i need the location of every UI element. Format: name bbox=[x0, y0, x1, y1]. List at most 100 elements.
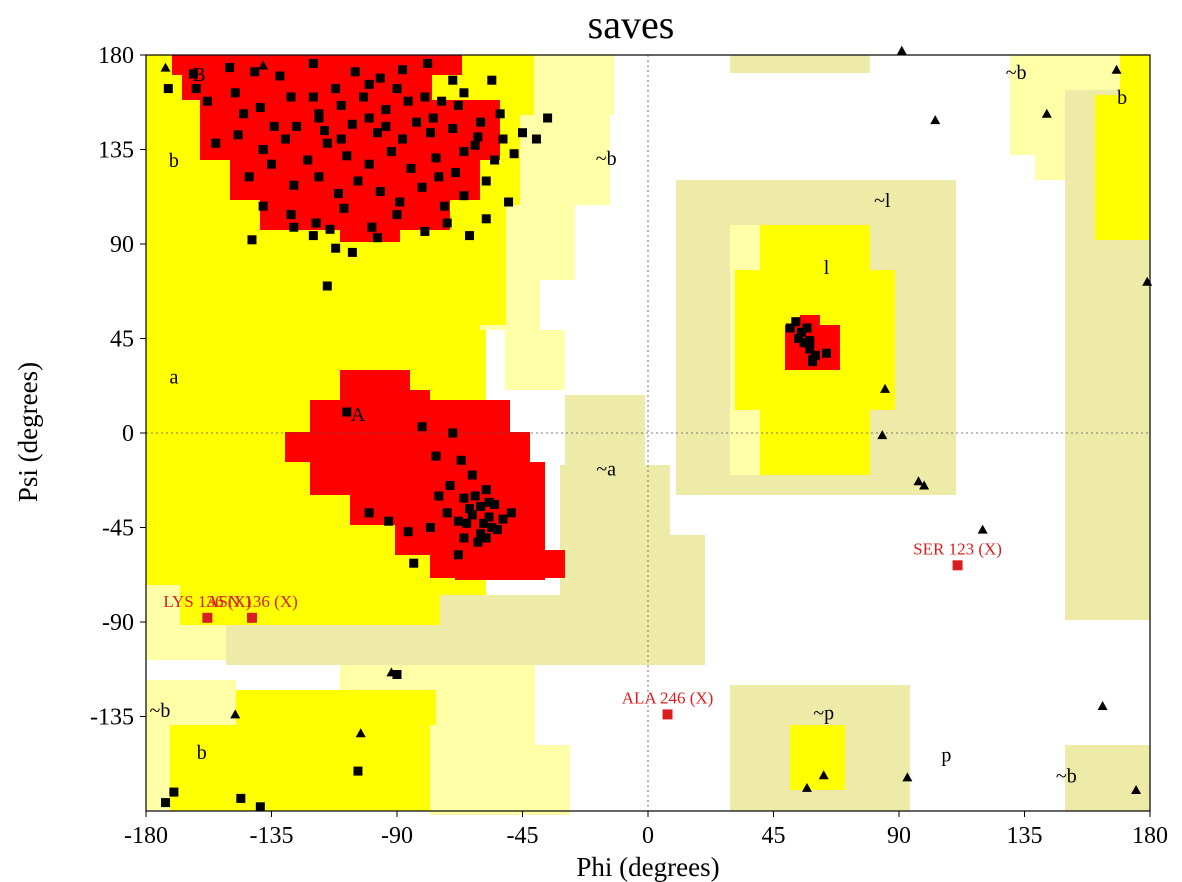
glycine-point bbox=[1142, 276, 1153, 286]
residue-point bbox=[225, 63, 235, 73]
residue-point bbox=[420, 226, 430, 236]
core-region bbox=[340, 230, 400, 242]
glycine-point bbox=[1111, 64, 1122, 74]
x-tick-label: 180 bbox=[1132, 823, 1168, 849]
glycine-point bbox=[880, 383, 891, 393]
allowed-region bbox=[180, 585, 440, 625]
region-block bbox=[430, 745, 570, 815]
glycine-point bbox=[1131, 785, 1142, 794]
y-tick-label: 90 bbox=[110, 232, 134, 258]
region-label: ~l bbox=[874, 190, 891, 212]
region-block bbox=[560, 535, 705, 595]
residue-point bbox=[543, 113, 553, 123]
residue-point bbox=[372, 233, 382, 243]
core-region bbox=[370, 390, 430, 410]
core-region bbox=[800, 315, 820, 325]
residue-point bbox=[473, 132, 483, 142]
residue-point bbox=[459, 147, 469, 157]
residue-point bbox=[250, 67, 260, 77]
residue-point bbox=[381, 121, 391, 131]
allowed-region bbox=[790, 725, 845, 790]
residue-point bbox=[292, 121, 302, 131]
residue-point bbox=[431, 153, 441, 163]
residue-point bbox=[409, 558, 419, 568]
residue-point bbox=[163, 84, 173, 94]
residue-point bbox=[431, 451, 441, 461]
residue-point bbox=[459, 191, 469, 201]
allowed-region bbox=[170, 725, 430, 811]
residue-point bbox=[255, 802, 265, 812]
residue-point bbox=[434, 491, 444, 501]
region-block bbox=[565, 395, 645, 465]
residue-point bbox=[498, 134, 508, 144]
allowed-region bbox=[1120, 55, 1150, 240]
x-tick-label: -135 bbox=[250, 823, 294, 849]
residue-point bbox=[506, 508, 516, 518]
outlier-point bbox=[952, 560, 963, 571]
residue-point bbox=[423, 58, 433, 68]
residue-point bbox=[481, 176, 491, 186]
region-label: ~b bbox=[596, 148, 617, 170]
glycine-point bbox=[258, 60, 269, 70]
glycine-point bbox=[355, 728, 366, 738]
residue-point bbox=[395, 197, 405, 207]
residue-point bbox=[417, 182, 427, 192]
y-tick-label: -45 bbox=[102, 516, 134, 542]
residue-point bbox=[230, 88, 240, 98]
allowed-region bbox=[236, 690, 436, 725]
residue-point bbox=[451, 168, 461, 178]
residue-point bbox=[481, 485, 491, 495]
residue-point bbox=[275, 71, 285, 81]
axis-ticks: -180 -135 -90 -45 0 45 90 135 180 -135 -90 -45 0 45 90… bbox=[90, 43, 1168, 849]
residue-point bbox=[325, 224, 335, 234]
residue-point bbox=[375, 187, 385, 196]
residue-point bbox=[289, 222, 299, 232]
residue-point bbox=[392, 84, 402, 94]
residue-point bbox=[286, 92, 296, 102]
region-block bbox=[540, 595, 705, 665]
residue-point bbox=[459, 493, 469, 503]
outlier-label: ASN 136 (X) bbox=[206, 592, 298, 611]
residue-point bbox=[456, 455, 466, 465]
residue-point bbox=[269, 121, 279, 131]
residue-point bbox=[490, 499, 500, 509]
residue-point bbox=[336, 100, 346, 110]
y-tick-label: 180 bbox=[98, 43, 134, 69]
x-tick-label: 90 bbox=[887, 823, 911, 849]
zero-lines bbox=[146, 55, 1150, 811]
residue-point bbox=[244, 172, 254, 182]
residue-point bbox=[509, 149, 519, 159]
residue-point bbox=[331, 243, 341, 253]
residue-point bbox=[359, 92, 369, 102]
residue-point bbox=[470, 491, 480, 501]
outlier-label: SER 123 (X) bbox=[913, 539, 1002, 558]
residue-point bbox=[403, 527, 413, 537]
residue-point bbox=[791, 317, 801, 327]
residue-point bbox=[445, 481, 455, 490]
glycine-point bbox=[919, 480, 930, 490]
region-block bbox=[730, 55, 870, 73]
residue-point bbox=[347, 119, 357, 129]
residue-point bbox=[336, 134, 346, 144]
residue-point bbox=[403, 96, 413, 106]
region-block bbox=[505, 205, 575, 280]
residue-point bbox=[805, 344, 815, 354]
residue-point bbox=[384, 516, 394, 526]
y-tick-label: -90 bbox=[102, 610, 134, 636]
residue-point bbox=[518, 128, 527, 138]
residue-point bbox=[364, 113, 374, 123]
residue-point bbox=[258, 201, 268, 211]
residue-point bbox=[202, 96, 212, 106]
residue-point bbox=[448, 428, 458, 438]
residue-point bbox=[314, 113, 324, 123]
residue-point bbox=[459, 88, 469, 98]
x-tick-label: -180 bbox=[124, 823, 168, 849]
residue-point bbox=[470, 140, 480, 150]
residue-point bbox=[484, 497, 494, 507]
residue-point bbox=[473, 537, 483, 547]
residue-point bbox=[322, 281, 332, 291]
region-label: b bbox=[1117, 87, 1127, 109]
residue-point bbox=[476, 529, 486, 539]
residue-point bbox=[785, 323, 795, 333]
